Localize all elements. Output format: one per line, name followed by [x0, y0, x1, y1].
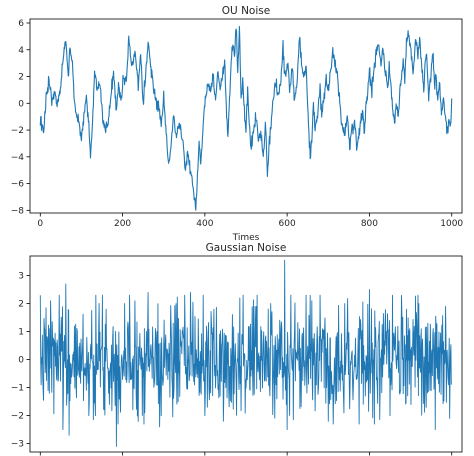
y-tick-label: 2 — [18, 73, 24, 83]
gaussian-noise-y-ticks: −3 −2 −1 0 1 2 3 — [11, 272, 30, 450]
ou-noise-chart: OU Noise 0 200 400 600 800 1000 −8−6−4−20246 … — [11, 5, 464, 243]
y-tick-label: 3 — [18, 272, 24, 282]
y-tick-label: −8 — [11, 206, 25, 216]
y-tick-label: 1 — [18, 328, 24, 338]
y-tick-label: 4 — [18, 46, 24, 56]
y-tick-label: −2 — [11, 412, 24, 422]
ou-noise-series — [39, 25, 453, 211]
x-tick-label: 800 — [361, 219, 378, 229]
gaussian-noise-axes-frame — [29, 255, 463, 453]
y-tick-label: −6 — [11, 180, 25, 190]
y-tick-label: 6 — [18, 19, 24, 29]
ou-noise-x-axis-label: Times — [232, 233, 260, 243]
ou-noise-y-ticks: −8 −6 −4 −2 0 2 4 6 — [11, 19, 30, 216]
series-line — [39, 259, 452, 447]
x-tick-label: 200 — [114, 219, 131, 229]
gaussian-noise-title: Gaussian Noise — [206, 242, 287, 254]
ou-noise-axes-frame — [29, 18, 463, 214]
y-tick-label: 0 — [18, 99, 24, 109]
x-tick-label: 400 — [196, 219, 213, 229]
gaussian-noise-series — [39, 259, 452, 447]
y-tick-label: 0 — [18, 356, 24, 366]
y-tick-label: −1 — [11, 384, 24, 394]
x-tick-label: 1000 — [440, 219, 463, 229]
y-tick-label: 2 — [18, 300, 24, 310]
y-tick-label: −2 — [11, 126, 24, 136]
ou-noise-title: OU Noise — [222, 5, 270, 17]
y-tick-label: −4 — [11, 153, 25, 163]
x-tick-label: 0 — [37, 219, 43, 229]
gaussian-noise-x-ticks — [39, 452, 453, 456]
x-tick-label: 600 — [279, 219, 296, 229]
series-line — [39, 25, 453, 211]
gaussian-noise-chart: Gaussian Noise −3 −2 −1 0 1 2 3 — [11, 242, 463, 456]
ou-noise-x-ticks: 0 200 400 600 800 1000 — [37, 213, 463, 229]
y-tick-label: −3 — [11, 440, 24, 450]
